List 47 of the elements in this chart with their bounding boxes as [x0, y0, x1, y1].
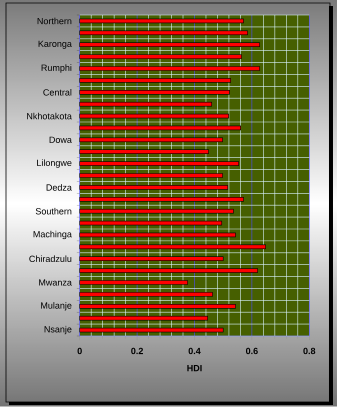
y-tick-label: Rumphi	[42, 64, 72, 73]
x-tick-label: 0.4	[188, 348, 201, 354]
bar	[79, 328, 224, 332]
bar	[79, 316, 208, 320]
x-tick-label: 0.2	[131, 348, 143, 354]
bar	[79, 30, 248, 36]
bar	[79, 149, 209, 154]
x-tick-label: 0	[78, 348, 82, 354]
bar	[79, 102, 212, 106]
y-tick-label: Lilongwe	[37, 159, 72, 168]
y-tick-label: Central	[43, 88, 72, 96]
bar	[79, 66, 260, 71]
bar	[79, 185, 228, 190]
bar	[79, 292, 213, 297]
bar	[79, 114, 229, 118]
bar	[79, 173, 223, 178]
bar	[79, 268, 258, 273]
bar	[79, 18, 244, 24]
y-tick-label: Nkhotakota	[27, 112, 72, 120]
x-tick-label: 0.8	[303, 348, 316, 354]
bar	[79, 42, 260, 48]
bar	[79, 126, 241, 130]
bar	[79, 280, 188, 285]
bar	[79, 220, 222, 226]
y-tick-label: Mwanza	[39, 279, 72, 286]
bar	[79, 256, 224, 262]
x-axis-title: HDI	[187, 365, 202, 372]
y-tick-label: Karonga	[38, 40, 72, 49]
bar	[79, 244, 266, 250]
y-tick-label: Nsanje	[44, 326, 72, 334]
y-tick-label: Dedza	[46, 184, 72, 191]
bar	[79, 161, 239, 166]
bar	[79, 78, 231, 83]
bar	[79, 208, 234, 214]
x-tick-label: 0.6	[246, 348, 258, 354]
y-tick-label: Machinga	[34, 230, 72, 240]
y-tick-label: Southern	[36, 208, 72, 214]
bar	[79, 232, 236, 238]
bar	[79, 54, 242, 59]
bar	[79, 304, 236, 309]
y-tick-label: Dowa	[50, 136, 72, 143]
y-tick-label: Northern	[38, 18, 72, 24]
y-tick-label: Mulanje	[41, 302, 72, 310]
bar	[79, 196, 244, 202]
bar	[79, 90, 230, 95]
y-tick-label: Chiradzulu	[29, 255, 72, 262]
bar	[79, 138, 223, 142]
